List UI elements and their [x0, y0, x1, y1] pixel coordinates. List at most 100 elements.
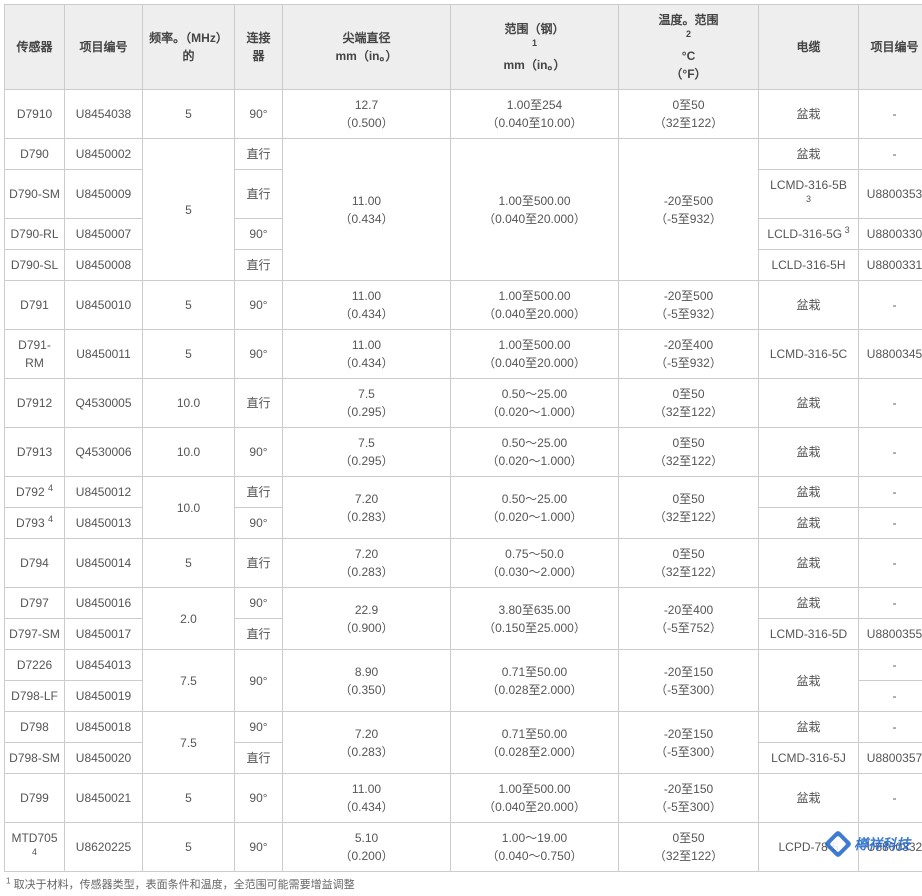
cell-freq: 7.5 [143, 650, 235, 712]
cell-sensor: D791-RM [5, 330, 65, 379]
table-row: D7912 Q4530005 10.0 直行 7.5（0.295） 0.50〜2… [5, 379, 922, 428]
cell-sensor: D798-LF [5, 681, 65, 712]
cell-cable: LCLD-316-5G 3 [759, 219, 859, 250]
footnote: 1 取决于材料，传感器类型，表面条件和温度，全范围可能需要增益调整 [4, 872, 918, 892]
cell-rng: 0.71至50.00（0.028至2.000） [451, 650, 619, 712]
cell-rng: 1.00至500.00（0.040至20.000） [451, 774, 619, 823]
cell-tmp: -20至400（-5至752） [619, 588, 759, 650]
cell-cable: 盆栽 [759, 712, 859, 743]
cell-freq: 10.0 [143, 428, 235, 477]
cell-conn: 直行 [235, 170, 283, 219]
table-row: D797 U8450016 2.0 90° 22.9（0.900） 3.80至6… [5, 588, 922, 619]
cell-tip: 11.00（0.434） [283, 774, 451, 823]
cell-tmp: -20至500（-5至932） [619, 281, 759, 330]
cell-freq: 5 [143, 281, 235, 330]
cell-pn: U8450011 [65, 330, 143, 379]
cell-sensor: D798 [5, 712, 65, 743]
cell-tmp: 0至50（32至122） [619, 477, 759, 539]
cell-pn: U8450018 [65, 712, 143, 743]
cell-pn2: - [859, 650, 922, 681]
cell-pn: U8454038 [65, 90, 143, 139]
cell-tip: 11.00（0.434） [283, 330, 451, 379]
cell-sensor: D7226 [5, 650, 65, 681]
cell-pn: U8450002 [65, 139, 143, 170]
cell-pn2: U8800332 [859, 823, 922, 872]
cell-sensor: D790-RL [5, 219, 65, 250]
cell-conn: 直行 [235, 139, 283, 170]
cell-sensor: D794 [5, 539, 65, 588]
cell-conn: 90° [235, 588, 283, 619]
cell-cable: 盆栽 [759, 379, 859, 428]
cell-freq: 10.0 [143, 379, 235, 428]
cell-tmp: 0至50（32至122） [619, 90, 759, 139]
cell-rng: 1.00至500.00（0.040至20.000） [451, 139, 619, 281]
cell-conn: 直行 [235, 743, 283, 774]
cell-cable: 盆栽 [759, 281, 859, 330]
cell-rng: 1.00〜19.00（0.040〜0.750） [451, 823, 619, 872]
cell-rng: 1.00至500.00（0.040至20.000） [451, 281, 619, 330]
cell-tip: 7.5（0.295） [283, 379, 451, 428]
cell-sensor: D7910 [5, 90, 65, 139]
col-tip: 尖端直径mm（in。） [283, 5, 451, 90]
table-row: D799 U8450021 5 90° 11.00（0.434） 1.00至50… [5, 774, 922, 823]
cell-conn: 90° [235, 712, 283, 743]
cell-pn: U8450012 [65, 477, 143, 508]
table-row: D7910 U8454038 5 90° 12.7（0.500） 1.00至25… [5, 90, 922, 139]
cell-pn2: - [859, 539, 922, 588]
cell-freq: 5 [143, 330, 235, 379]
cell-rng: 1.00至500.00（0.040至20.000） [451, 330, 619, 379]
cell-cable: 盆栽 [759, 428, 859, 477]
table-row: D791 U8450010 5 90° 11.00（0.434） 1.00至50… [5, 281, 922, 330]
cell-cable: LCMD-316-5B3 [759, 170, 859, 219]
cell-pn2: - [859, 774, 922, 823]
cell-rng: 1.00至254（0.040至10.00） [451, 90, 619, 139]
cell-freq: 5 [143, 539, 235, 588]
cell-rng: 0.50〜25.00（0.020〜1.000） [451, 477, 619, 539]
cell-sensor: D790-SL [5, 250, 65, 281]
table-row: MTD7054 U8620225 5 90° 5.10（0.200） 1.00〜… [5, 823, 922, 872]
col-pn1: 项目编号 [65, 5, 143, 90]
cell-pn2: U8800330 [859, 219, 922, 250]
table-row: D794 U8450014 5 直行 7.20（0.283） 0.75〜50.0… [5, 539, 922, 588]
cell-sensor: MTD7054 [5, 823, 65, 872]
cell-sensor: D798-SM [5, 743, 65, 774]
cell-pn: Q4530006 [65, 428, 143, 477]
cell-pn: U8450016 [65, 588, 143, 619]
cell-pn2: - [859, 508, 922, 539]
cell-sensor: D7912 [5, 379, 65, 428]
cell-conn: 直行 [235, 619, 283, 650]
cell-pn2: - [859, 281, 922, 330]
cell-tip: 12.7（0.500） [283, 90, 451, 139]
cell-pn: U8450008 [65, 250, 143, 281]
cell-tip: 7.20（0.283） [283, 477, 451, 539]
col-pn2: 项目编号 [859, 5, 922, 90]
cell-pn2: - [859, 588, 922, 619]
cell-sensor: D797-SM [5, 619, 65, 650]
cell-tmp: -20至150（-5至300） [619, 650, 759, 712]
cell-cable: 盆栽 [759, 650, 859, 712]
cell-rng: 3.80至635.00（0.150至25.000） [451, 588, 619, 650]
cell-tip: 11.00（0.434） [283, 281, 451, 330]
col-cable: 电缆 [759, 5, 859, 90]
cell-tmp: -20至150（-5至300） [619, 774, 759, 823]
cell-pn: U8450020 [65, 743, 143, 774]
cell-cable: 盆栽 [759, 774, 859, 823]
col-conn: 连接器 [235, 5, 283, 90]
cell-freq: 2.0 [143, 588, 235, 650]
cell-pn2: - [859, 712, 922, 743]
cell-tmp: 0至50（32至122） [619, 379, 759, 428]
cell-rng: 0.50〜25.00（0.020〜1.000） [451, 428, 619, 477]
cell-tip: 5.10（0.200） [283, 823, 451, 872]
cell-cable: LCPD-78-5 [759, 823, 859, 872]
cell-pn2: - [859, 477, 922, 508]
cell-pn2: U8800353 [859, 170, 922, 219]
cell-conn: 90° [235, 219, 283, 250]
col-temp: 温度。范围2 °C （°F） [619, 5, 759, 90]
table-row: D792 4 U8450012 10.0 直行 7.20（0.283） 0.50… [5, 477, 922, 508]
cell-tip: 7.20（0.283） [283, 539, 451, 588]
cell-pn: U8454013 [65, 650, 143, 681]
cell-conn: 90° [235, 330, 283, 379]
col-sensor: 传感器 [5, 5, 65, 90]
cell-conn: 90° [235, 823, 283, 872]
cell-cable: LCMD-316-5D [759, 619, 859, 650]
